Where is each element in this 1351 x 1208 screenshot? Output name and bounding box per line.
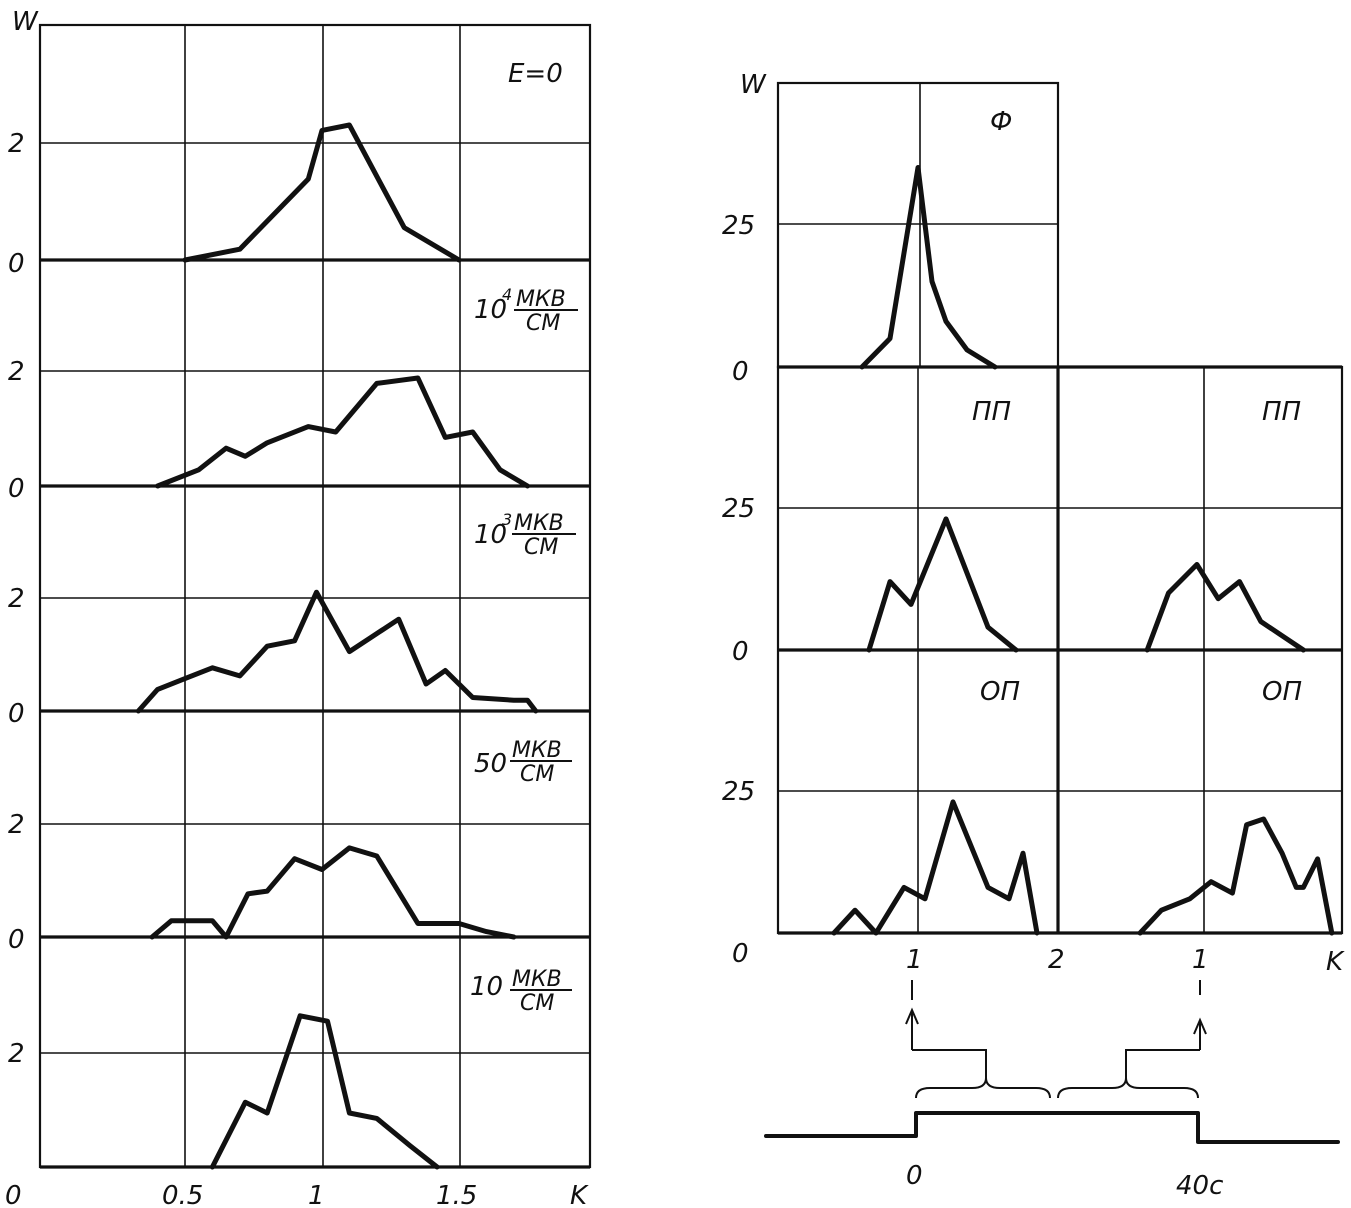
panel-label-1e3: 10 3 МКВ СМ [474,510,576,560]
svg-text:10: 10 [474,295,507,325]
panel-label-pp-left: ПП [972,397,1011,427]
left-y-tick-0-p1: 0 [8,249,25,279]
right-y-tick-0-op: 0 [732,939,749,969]
connector-right [1125,1049,1200,1078]
arrow-up-left [905,1007,919,1050]
curve-op-left [831,799,1040,936]
left-x-axis-label: K [570,1181,589,1208]
right-y-tick-0-f: 0 [732,357,749,387]
svg-text:СМ: СМ [520,762,554,787]
left-x-tick-1: 1 [308,1181,325,1208]
svg-text:4: 4 [502,285,512,304]
right-y-tick-25-op: 25 [722,777,755,807]
left-y-tick-2-p1: 2 [8,129,25,159]
svg-text:10: 10 [470,972,503,1002]
panel-label-50: 50 МКВ СМ [474,738,572,787]
curve-op-right [1137,816,1335,936]
left-x-origin: 0 [5,1181,22,1208]
left-stack: W K 0 0.5 1 1.5 2 0 2 0 2 0 2 0 2 E=0 10… [5,7,592,1208]
panel-label-op-right: ОП [1262,677,1302,707]
svg-text:10: 10 [474,520,507,550]
left-y-tick-0-p4: 0 [8,925,25,955]
svg-text:3: 3 [502,510,512,529]
left-y-tick-0-p2: 0 [8,474,25,504]
arrow-up-right [1193,1017,1207,1050]
connector-left [912,1049,987,1078]
svg-text:50: 50 [474,749,507,779]
right-y-tick-25-pp: 25 [722,494,755,524]
curve-e0 [182,122,462,263]
right-y-tick-0-pp: 0 [732,637,749,667]
svg-text:МКВ: МКВ [512,738,562,763]
left-y-tick-2-p3: 2 [8,584,25,614]
brace-right [1057,1077,1199,1099]
panel-label-pp-right: ПП [1262,397,1301,427]
svg-text:МКВ: МКВ [514,511,564,536]
panel-label-10: 10 МКВ СМ [470,967,572,1016]
panel-f-frame [776,81,1060,369]
right-x-tick-1-left: 1 [906,945,923,975]
panel-label-op-left: ОП [980,677,1020,707]
right-x-tick-1-right: 1 [1192,945,1209,975]
right-x-tick-2: 2 [1048,945,1065,975]
svg-text:МКВ: МКВ [516,287,566,312]
curve-1e4 [155,375,530,489]
svg-text:СМ: СМ [520,991,554,1016]
curve-f [859,165,998,370]
left-y-tick-2-p5: 2 [8,1039,25,1069]
panel-label-1e4: 10 4 МКВ СМ [474,285,578,336]
left-x-tick-15: 1.5 [436,1181,477,1208]
curve-1e3 [135,589,539,714]
brace-left [915,1077,1051,1099]
left-y-tick-2-p2: 2 [8,357,25,387]
right-y-tick-25-f: 25 [722,211,755,241]
curve-10 [209,1013,440,1170]
right-y-axis-label: W [740,70,767,100]
left-y-tick-0-p3: 0 [8,699,25,729]
stimulus-trace [764,1111,1340,1144]
left-y-axis-label: W [12,7,39,37]
svg-text:СМ: СМ [526,311,560,336]
curve-50 [149,845,517,940]
time-end-label: 40с [1176,1171,1223,1201]
curve-pp-right [1144,562,1306,653]
svg-text:СМ: СМ [524,535,558,560]
svg-text:МКВ: МКВ [512,967,562,992]
panel-label-f: Ф [990,107,1012,137]
right-x-axis-label: K [1326,947,1345,977]
left-x-tick-05: 0.5 [162,1181,203,1208]
left-y-tick-2-p4: 2 [8,810,25,840]
time-start-label: 0 [906,1161,923,1191]
right-stack: W Ф ПП ПП ОП ОП 25 0 25 0 25 0 1 2 1 K 0… [722,70,1345,1201]
panel-label-e0: E=0 [508,59,563,89]
curve-pp-left [866,516,1019,653]
